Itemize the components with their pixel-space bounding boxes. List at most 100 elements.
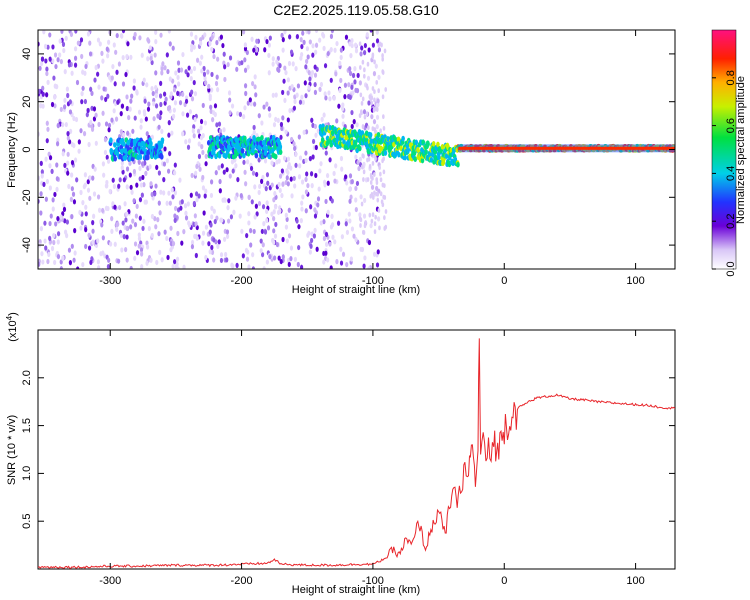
spectrogram-noise-cell: [249, 101, 253, 107]
spectrogram-noise-cell: [277, 255, 281, 261]
spectrogram-noise-cell: [149, 55, 153, 62]
spectrogram-noise-cell: [70, 172, 74, 178]
spectrogram-noise-cell: [351, 72, 356, 79]
spectrogram-noise-cell: [91, 228, 95, 234]
spectrogram-noise-cell: [371, 212, 375, 218]
spectrogram-noise-cell: [344, 174, 348, 180]
spectrogram-noise-cell: [140, 251, 144, 257]
spectrogram-noise-cell: [243, 42, 247, 48]
spectrogram-noise-cell: [202, 65, 206, 72]
spectrogram-noise-cell: [156, 113, 160, 119]
spectrogram-noise-cell: [176, 230, 180, 237]
spectrogram-noise-cell: [88, 195, 92, 201]
spectrogram-noise-cell: [70, 141, 74, 148]
spectrogram-noise-cell: [294, 162, 298, 168]
spectrogram-noise-cell: [316, 196, 321, 202]
spectrogram-noise-cell: [120, 33, 124, 39]
spectrogram-noise-cell: [106, 158, 111, 164]
spectrogram-noise-cell: [210, 71, 214, 78]
spectrogram-noise-cell: [209, 179, 214, 185]
spectrogram-noise-cell: [285, 216, 289, 223]
spectrogram-noise-cell: [186, 201, 190, 207]
spectrogram-noise-cell: [133, 241, 138, 247]
spectrogram-noise-cell: [253, 184, 257, 190]
spectrogram-noise-cell: [300, 43, 304, 50]
spectrogram-noise-cell: [215, 122, 219, 128]
spectrogram-noise-cell: [267, 106, 271, 112]
spectrogram-noise-cell: [66, 160, 70, 166]
spectrogram-noise-cell: [143, 111, 147, 117]
spectrogram-noise-cell: [140, 192, 144, 198]
spectrogram-noise-cell: [263, 47, 267, 53]
spectrogram-noise-cell: [343, 82, 348, 88]
spectrogram-noise-cell: [313, 123, 318, 130]
spectrogram-noise-cell: [100, 222, 104, 228]
spectrogram-noise-cell: [89, 119, 93, 125]
spectrogram-noise-cell: [94, 64, 98, 71]
spectrogram-noise-cell: [335, 118, 339, 124]
spectrogram-noise-cell: [228, 97, 232, 103]
spectrogram-noise-cell: [359, 51, 363, 57]
spectrogram-noise-cell: [53, 103, 57, 109]
spectrogram-noise-cell: [279, 258, 283, 265]
spectrogram-noise-cell: [350, 37, 354, 44]
spectrogram-noise-cell: [121, 220, 125, 226]
spectrogram-noise-cell: [102, 86, 106, 92]
spectrogram-noise-cell: [141, 174, 145, 181]
spectrogram-noise-cell: [241, 30, 246, 35]
spectrogram-noise-cell: [370, 184, 375, 190]
spectrogram-noise-cell: [373, 89, 376, 95]
spectrogram-noise-cell: [349, 53, 353, 59]
spectrogram-noise-cell: [357, 165, 361, 172]
spectrogram-noise-cell: [75, 177, 79, 183]
spectrogram-noise-cell: [212, 53, 216, 60]
spectrogram-noise-cell: [289, 49, 294, 55]
spectrogram-noise-cell: [371, 126, 375, 132]
spectrogram-noise-cell: [73, 228, 77, 234]
spectrogram-noise-cell: [53, 52, 58, 58]
spectrogram-noise-cell: [353, 79, 357, 85]
spectrogram-noise-cell: [52, 232, 56, 239]
spectrogram-noise-cell: [298, 99, 303, 105]
spectrogram-noise-cell: [59, 58, 63, 65]
spectrogram-noise-cell: [373, 190, 376, 196]
spectrogram-noise-cell: [122, 177, 126, 183]
spectrogram-noise-cell: [293, 98, 297, 105]
spectrogram-noise-cell: [360, 109, 363, 115]
spectrogram-noise-cell: [355, 122, 359, 128]
snr-xtick-label: 100: [626, 575, 644, 587]
spectrogram-noise-cell: [259, 238, 263, 244]
spectrogram-carrier-line: [458, 146, 675, 150]
spectrogram-noise-cell: [105, 154, 109, 160]
spectrogram-noise-cell: [261, 174, 265, 181]
spectrogram-noise-cell: [238, 111, 243, 117]
spectrogram-noise-cell: [222, 127, 226, 133]
spectrogram-noise-cell: [310, 183, 314, 189]
spectrogram-noise-cell: [243, 169, 247, 175]
spectrogram-noise-cell: [363, 197, 367, 204]
spectrogram-noise-cell: [378, 225, 381, 231]
spectrogram-noise-cell: [111, 177, 115, 183]
spectrogram-noise-cell: [375, 30, 379, 35]
spectrogram-noise-cell: [45, 92, 49, 98]
spectrogram-xtick-label: 0: [501, 275, 507, 287]
spectrogram-signal-cell: [227, 153, 232, 159]
spectrogram-noise-cell: [44, 156, 48, 162]
spectrogram-noise-cell: [365, 32, 369, 38]
spectrogram-noise-cell: [373, 229, 377, 235]
spectrogram-noise-cell: [97, 121, 101, 128]
spectrogram-noise-cell: [121, 81, 126, 87]
spectrogram-noise-cell: [234, 195, 238, 201]
spectrogram-signal-cell: [368, 132, 373, 138]
spectrogram-noise-cell: [347, 82, 351, 88]
spectrogram-noise-cell: [318, 37, 322, 43]
spectrogram-noise-cell: [189, 192, 193, 198]
spectrogram-noise-cell: [304, 176, 308, 182]
spectrogram-noise-cell: [142, 218, 146, 224]
spectrogram-noise-cell: [84, 63, 88, 70]
spectrogram-noise-cell: [190, 239, 195, 246]
spectrogram-noise-cell: [369, 172, 373, 178]
spectrogram-noise-cell: [259, 248, 263, 254]
spectrogram-noise-cell: [314, 172, 318, 179]
spectrogram-noise-cell: [209, 222, 213, 228]
